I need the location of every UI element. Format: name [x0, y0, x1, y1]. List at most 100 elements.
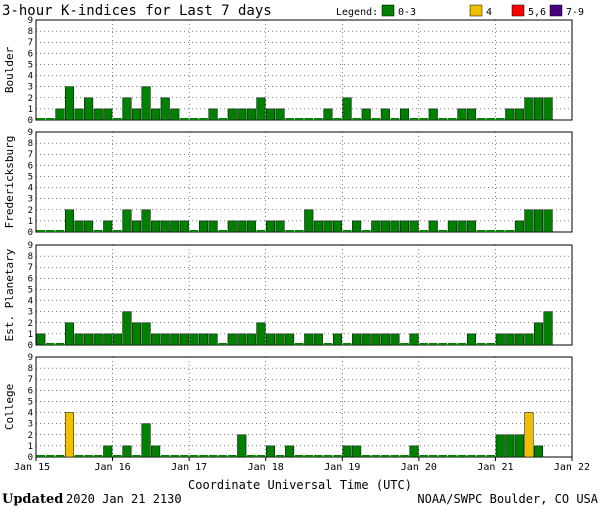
bar — [371, 333, 381, 346]
bar — [332, 333, 343, 346]
bar — [113, 230, 122, 232]
bar — [198, 220, 209, 233]
bar — [180, 455, 189, 457]
y-tick-label: 6 — [28, 274, 33, 284]
bar — [495, 118, 505, 120]
bar — [524, 412, 534, 458]
bar — [314, 455, 323, 457]
legend-swatch-3 — [549, 4, 563, 17]
panel-frame — [35, 19, 573, 121]
bar — [486, 118, 495, 120]
bar — [409, 220, 419, 233]
bar — [265, 445, 276, 458]
bar — [466, 108, 477, 121]
bar — [36, 333, 46, 346]
bar — [170, 455, 180, 457]
bar — [237, 108, 247, 121]
panels: 0123456789Boulder0123456789Fredericksbur… — [3, 16, 573, 463]
bar — [486, 455, 495, 457]
bar — [36, 455, 46, 457]
bar — [457, 220, 467, 233]
bar — [265, 220, 276, 233]
y-tick-label: 6 — [28, 386, 33, 396]
bar — [36, 230, 46, 232]
bar — [543, 311, 553, 346]
bar — [237, 434, 247, 458]
legend-label-1: 4 — [486, 7, 492, 18]
bar — [93, 333, 103, 346]
bar — [256, 230, 266, 232]
bar — [189, 230, 199, 232]
legend: Legend: 0-3 4 5,6 7-9 — [336, 4, 584, 18]
bar — [543, 209, 553, 233]
x-tick-label: Jan 17 — [171, 462, 207, 473]
bar — [304, 455, 314, 457]
y-tick-label: 8 — [28, 27, 33, 37]
bar — [333, 455, 342, 457]
bar — [199, 118, 208, 120]
bar — [380, 220, 390, 233]
bar — [419, 118, 428, 120]
x-tick-label: Jan 22 — [554, 462, 590, 473]
y-tick-label: 2 — [28, 319, 33, 329]
bar — [55, 108, 65, 121]
bar — [342, 97, 352, 121]
bar — [466, 333, 477, 346]
y-tick-label: 4 — [28, 297, 33, 307]
bar — [93, 455, 103, 457]
bar — [361, 108, 371, 121]
bar — [218, 118, 227, 120]
bar — [122, 209, 132, 233]
series-label: Est. Planetary — [3, 248, 16, 341]
y-tick-label: 6 — [28, 49, 33, 59]
bar — [524, 209, 534, 233]
series-label: College — [3, 384, 16, 430]
bar — [246, 108, 256, 121]
y-tick-label: 3 — [28, 83, 33, 93]
y-tick-label: 5 — [28, 60, 33, 70]
bar — [103, 333, 113, 346]
y-tick-label: 8 — [28, 139, 33, 149]
bar — [399, 108, 410, 121]
bar — [256, 97, 266, 121]
bar — [131, 220, 142, 233]
y-tick-label: 0 — [28, 341, 33, 351]
bar — [361, 455, 371, 457]
bar — [457, 343, 467, 345]
legend-swatch-1 — [469, 4, 483, 17]
bar — [495, 434, 505, 458]
bar — [448, 343, 457, 345]
bar — [352, 118, 361, 120]
bar — [247, 455, 256, 457]
series-label: Boulder — [3, 46, 16, 93]
bar — [371, 455, 381, 457]
bar — [141, 322, 151, 346]
bar — [122, 97, 132, 121]
bar — [514, 220, 524, 233]
bar — [189, 333, 199, 346]
bar — [112, 333, 122, 346]
bar — [218, 230, 227, 232]
y-tick-label: 7 — [28, 150, 33, 160]
bar — [74, 220, 84, 233]
bar — [342, 230, 352, 232]
bar — [141, 86, 151, 121]
bar — [419, 455, 428, 457]
bar — [495, 333, 505, 346]
bar — [275, 333, 285, 346]
series-label: Fredericksburg — [3, 136, 16, 229]
y-tick-label: 5 — [28, 172, 33, 182]
bar — [428, 108, 438, 121]
bar — [198, 333, 209, 346]
bar — [64, 86, 75, 121]
bar — [227, 455, 237, 457]
bar — [304, 333, 314, 346]
bar — [113, 118, 122, 120]
bar — [275, 108, 285, 121]
bar — [285, 230, 294, 232]
bar — [64, 209, 75, 233]
bar — [46, 230, 55, 232]
bar — [132, 455, 141, 457]
bar — [131, 322, 142, 346]
